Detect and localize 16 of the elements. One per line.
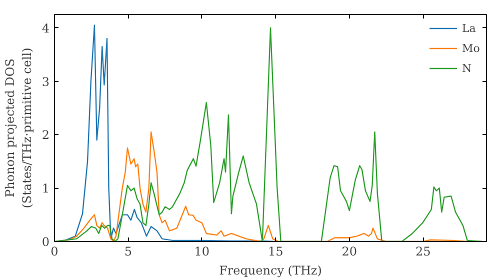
legend-label: N bbox=[462, 62, 473, 74]
y-tick-label: 4 bbox=[42, 21, 50, 36]
x-axis-title: Frequency (THz) bbox=[219, 264, 322, 278]
x-tick-label: 20 bbox=[342, 244, 358, 258]
legend-label: La bbox=[462, 22, 477, 34]
y-tick-label: 1 bbox=[42, 182, 50, 196]
y-tick-label: 0 bbox=[42, 235, 50, 249]
x-tick-label: 5 bbox=[124, 244, 132, 258]
x-tick-label: 25 bbox=[415, 244, 431, 258]
y-axis-title: Phonon projected DOS (States/THz·primitive cell) bbox=[3, 48, 34, 208]
x-tick-label: 0 bbox=[50, 244, 58, 258]
legend-label: Mo bbox=[462, 42, 481, 54]
x-tick-label: 10 bbox=[194, 244, 210, 258]
y-tick-label: 3 bbox=[42, 74, 50, 89]
x-tick-label: 15 bbox=[268, 244, 284, 258]
y-tick-label: 2 bbox=[42, 128, 50, 142]
